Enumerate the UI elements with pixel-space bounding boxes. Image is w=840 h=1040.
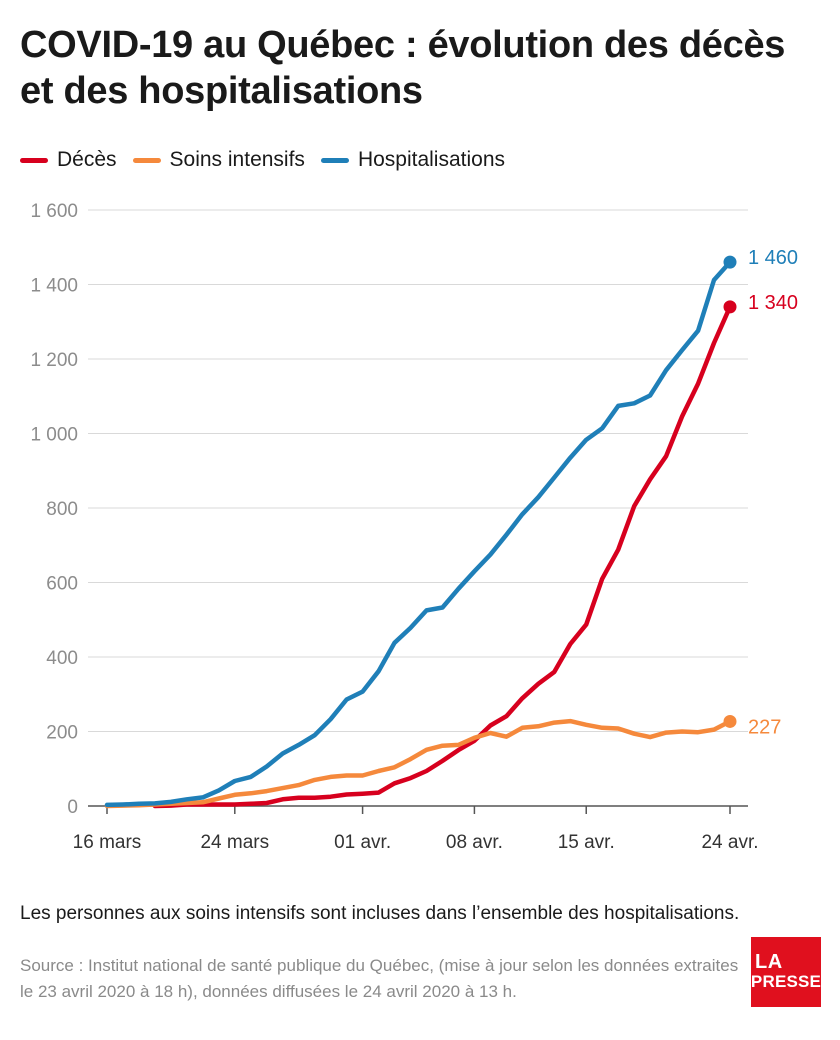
series-line-2 <box>104 259 733 808</box>
y-tick-label: 1 600 <box>30 201 78 222</box>
gridlines <box>88 209 748 732</box>
chart-title: COVID-19 au Québec : évolution des décès… <box>20 24 786 112</box>
source-credit: Source : Institut national de santé publ… <box>20 956 739 1001</box>
logo-text-la: LA <box>755 951 783 973</box>
footnote: Les personnes aux soins intensifs sont i… <box>20 903 740 924</box>
legend-item-hospitalisations: Hospitalisations <box>320 148 506 172</box>
legend-swatch-deces <box>20 157 48 163</box>
legend-label-deces: Décès <box>57 148 117 171</box>
y-tick-label: 0 <box>67 797 78 818</box>
data-labels: 1 340 227 1 460 <box>748 247 798 738</box>
series-line-1 <box>104 718 733 809</box>
series-end-point-2 <box>723 255 737 269</box>
x-tick-label: 01 avr. <box>334 832 391 853</box>
y-tick-label: 200 <box>46 723 78 744</box>
y-tick-label: 1 000 <box>30 425 78 446</box>
legend-item-soins-intensifs: Soins intensifs <box>132 148 305 172</box>
legend: Décès Soins intensifs Hospitalisations <box>20 148 521 172</box>
series-line-0 <box>152 304 733 809</box>
la-presse-logo: LA PRESSE <box>751 937 821 1007</box>
series-end-point-1 <box>723 714 737 728</box>
x-tick-label: 16 mars <box>73 832 142 853</box>
y-tick-label: 800 <box>46 499 78 520</box>
y-tick-label: 1 200 <box>30 350 78 371</box>
series-end-label-2: 1 460 <box>748 247 798 269</box>
x-tick-label: 08 avr. <box>446 832 503 853</box>
y-tick-label: 400 <box>46 648 78 669</box>
legend-swatch-hospitalisations <box>320 157 349 163</box>
legend-swatch-soins-intensifs <box>132 157 161 163</box>
axes: 0 200 400 600 800 1 000 1 200 1 400 1 600 16 mars… <box>30 201 758 853</box>
series-end-point-0 <box>723 300 737 314</box>
x-tick-label: 24 mars <box>200 832 269 853</box>
series-end-label-1: 227 <box>748 716 781 738</box>
logo-text-presse: PRESSE <box>750 972 822 991</box>
series-lines <box>104 255 737 809</box>
legend-item-deces: Décès <box>20 148 117 172</box>
y-tick-label: 1 400 <box>30 276 78 297</box>
x-tick-label: 15 avr. <box>558 832 615 853</box>
y-tick-label: 600 <box>46 574 78 595</box>
series-end-label-0: 1 340 <box>748 292 798 314</box>
legend-label-soins-intensifs: Soins intensifs <box>169 148 305 171</box>
x-tick-label: 24 avr. <box>701 832 758 853</box>
legend-label-hospitalisations: Hospitalisations <box>357 148 506 171</box>
line-chart: 0 200 400 600 800 1 000 1 200 1 400 1 600 16 mars… <box>30 201 798 853</box>
